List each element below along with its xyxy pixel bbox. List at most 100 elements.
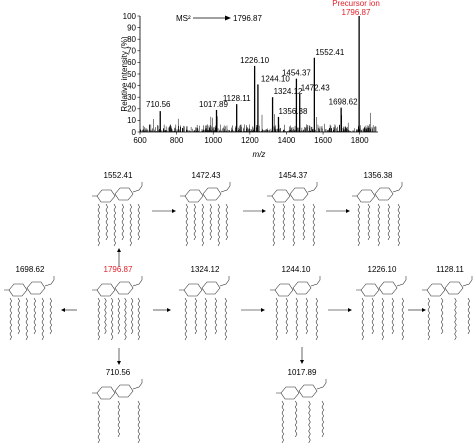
x-tick-label: 600 <box>133 136 147 145</box>
sugar-ring <box>8 283 28 297</box>
acyl-chain <box>194 297 197 335</box>
structure-1324 <box>179 276 230 341</box>
sugar-ring <box>356 189 376 203</box>
acyl-chain <box>357 203 360 247</box>
fragment-label-710: 710.56 <box>106 368 131 377</box>
sugar-ring <box>378 281 398 295</box>
sugar-ring <box>201 281 221 295</box>
acyl-chain <box>281 400 284 443</box>
y-tick-label: 40 <box>127 81 136 90</box>
precursor-label-line1: Precursor ion <box>332 0 380 8</box>
x-axis-label: m/z <box>253 150 266 159</box>
acyl-chain <box>137 297 140 341</box>
structure-1796 <box>92 276 143 341</box>
acyl-chain <box>295 297 298 341</box>
sugar-ring <box>114 281 134 295</box>
ms2-arrow <box>193 15 231 21</box>
y-tick-label: 80 <box>127 35 136 44</box>
acyl-chain <box>312 203 315 247</box>
fragment-label-1017: 1017.89 <box>288 368 317 377</box>
acyl-chain <box>315 297 318 341</box>
substituent-bonds <box>356 276 407 291</box>
acyl-chain <box>292 203 295 247</box>
acyl-chain <box>295 400 298 438</box>
arrow-1796-1552 <box>117 248 121 267</box>
substituent-bonds <box>422 276 473 291</box>
arrow-1472-1454 <box>243 209 266 213</box>
fragment-label-1454: 1454.37 <box>279 171 308 180</box>
ms2-label: MS² <box>176 14 191 23</box>
sugar-ring <box>114 187 134 201</box>
substituent-bonds <box>180 182 231 197</box>
acyl-chain <box>371 297 374 335</box>
structure-1226 <box>356 276 407 341</box>
acyl-chain <box>124 297 127 341</box>
precursor-label-line2: 1796.87 <box>342 8 371 17</box>
acyl-chain <box>391 297 394 335</box>
acyl-chain <box>117 297 120 335</box>
acyl-chain <box>17 297 20 335</box>
peak-label-1698.62: 1698.62 <box>329 98 358 107</box>
sugar-ring <box>274 283 294 297</box>
fragment-label-1698: 1698.62 <box>16 265 45 274</box>
acyl-chain <box>367 203 370 241</box>
peak-label-1244.10: 1244.10 <box>261 74 290 83</box>
peak-label-710.56: 710.56 <box>146 100 171 109</box>
acyl-chain <box>111 297 114 341</box>
acyl-chain <box>454 297 457 341</box>
fragment-label-1244: 1244.10 <box>282 265 311 274</box>
scheme-arrows <box>61 209 426 365</box>
substituent-bonds <box>92 276 143 291</box>
acyl-chain <box>217 203 220 247</box>
y-axis-label: Relative intensity (%) <box>120 36 129 111</box>
acyl-chain <box>305 297 308 335</box>
y-tick-label: 0 <box>132 128 137 137</box>
acyl-chain <box>41 297 44 341</box>
structure-1244 <box>270 276 321 341</box>
peak-label-1552.41: 1552.41 <box>315 48 344 57</box>
sugar-ring <box>280 386 300 400</box>
sugar-ring <box>298 384 318 398</box>
sugar-ring <box>426 283 446 297</box>
acyl-chain <box>209 203 212 241</box>
substituent-bonds <box>352 182 403 197</box>
peak-label-1324.12: 1324.12 <box>274 87 303 96</box>
arrow-1552-1472 <box>152 209 176 213</box>
structure-1128 <box>422 276 473 341</box>
peak-label-1128.11: 1128.11 <box>223 94 251 103</box>
sugar-ring <box>202 187 222 201</box>
arrow-1796-710 <box>117 348 121 365</box>
structure-1698 <box>4 276 55 341</box>
x-tick-label: 1000 <box>204 136 222 145</box>
peak-label-1356.38: 1356.38 <box>278 107 307 116</box>
fragment-label-1356: 1356.38 <box>364 171 393 180</box>
structure-1472 <box>180 182 231 247</box>
y-tick-label: 90 <box>127 23 136 32</box>
acyl-chain <box>224 297 227 341</box>
acyl-chain <box>204 297 207 341</box>
structure-710 <box>92 379 143 443</box>
acyl-chain <box>9 297 12 341</box>
substituent-bonds <box>276 379 327 394</box>
structure-1454 <box>267 182 318 247</box>
acyl-chain <box>137 400 140 443</box>
y-tick-label: 60 <box>127 58 136 67</box>
acyl-chain <box>401 297 404 341</box>
x-tick-label: 1800 <box>351 136 369 145</box>
acyl-chain <box>427 297 430 341</box>
sugar-ring <box>26 281 46 295</box>
fragment-label-1796: 1796.87 <box>104 265 133 274</box>
acyl-chain <box>117 400 120 438</box>
arrow-1454-1356 <box>326 209 350 213</box>
acyl-chain <box>131 297 134 335</box>
sugar-ring <box>114 384 134 398</box>
structure-1356 <box>352 182 403 247</box>
fragment-structures <box>4 182 473 443</box>
y-tick-label: 30 <box>127 93 136 102</box>
substituent-bonds <box>270 276 321 291</box>
y-ticks: 0 10 20 30 40 50 60 70 80 90 100 <box>123 12 140 137</box>
acyl-chain <box>97 297 100 341</box>
acyl-chain <box>129 203 132 247</box>
